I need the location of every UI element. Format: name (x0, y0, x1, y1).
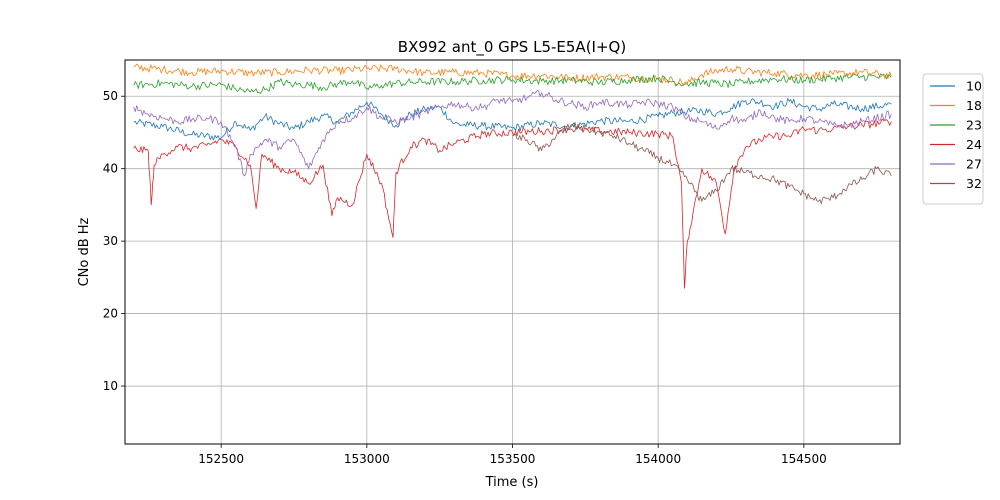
series-line-27 (133, 89, 892, 177)
legend-label-10: 10 (966, 79, 982, 94)
y-tick-label: 40 (103, 162, 118, 176)
legend-label-18: 18 (966, 98, 982, 113)
series-line-23 (133, 73, 892, 94)
x-tick-label: 152500 (198, 452, 244, 466)
legend-label-27: 27 (966, 157, 982, 172)
y-axis-label: CNo dB Hz (77, 217, 92, 286)
y-tick-label: 50 (103, 89, 118, 103)
series-lines (133, 63, 892, 289)
legend-items: 10 18 23 24 27 32 (930, 79, 982, 191)
legend-label-23: 23 (966, 118, 982, 133)
y-tick-label: 20 (103, 307, 118, 321)
series-line-32 (512, 122, 892, 205)
y-tick-label: 30 (103, 234, 118, 248)
legend-box (922, 73, 984, 205)
x-tick-label: 154000 (635, 452, 681, 466)
x-tick-label: 153000 (344, 452, 390, 466)
series-line-24 (133, 118, 892, 289)
series-line-10 (133, 98, 892, 141)
series-line-18 (133, 63, 892, 86)
y-tick-label: 10 (103, 379, 118, 393)
x-tick-label: 154500 (781, 452, 827, 466)
x-axis-label: Time (s) (485, 475, 539, 490)
chart-title: BX992 ant_0 GPS L5-E5A(I+Q) (398, 38, 626, 57)
x-tick-label: 153500 (490, 452, 536, 466)
legend-label-24: 24 (966, 137, 982, 152)
axis-ticks: 152500 153000 153500 154000 154500 10 20 30 40 50 (103, 89, 827, 466)
legend-label-32: 32 (966, 176, 982, 191)
grid-lines (125, 60, 900, 444)
legend: 10 18 23 24 27 32 (922, 73, 984, 205)
